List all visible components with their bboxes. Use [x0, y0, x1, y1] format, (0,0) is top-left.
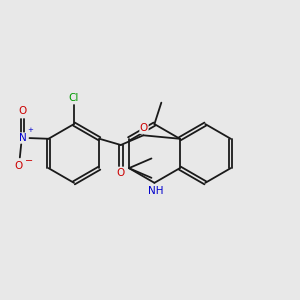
- Text: O: O: [14, 161, 22, 171]
- Text: Cl: Cl: [69, 93, 79, 103]
- Text: O: O: [117, 168, 125, 178]
- Text: +: +: [27, 128, 33, 134]
- Text: O: O: [140, 123, 148, 134]
- Text: NH: NH: [148, 187, 164, 196]
- Text: O: O: [19, 106, 27, 116]
- Text: N: N: [19, 133, 26, 143]
- Text: −: −: [26, 155, 34, 166]
